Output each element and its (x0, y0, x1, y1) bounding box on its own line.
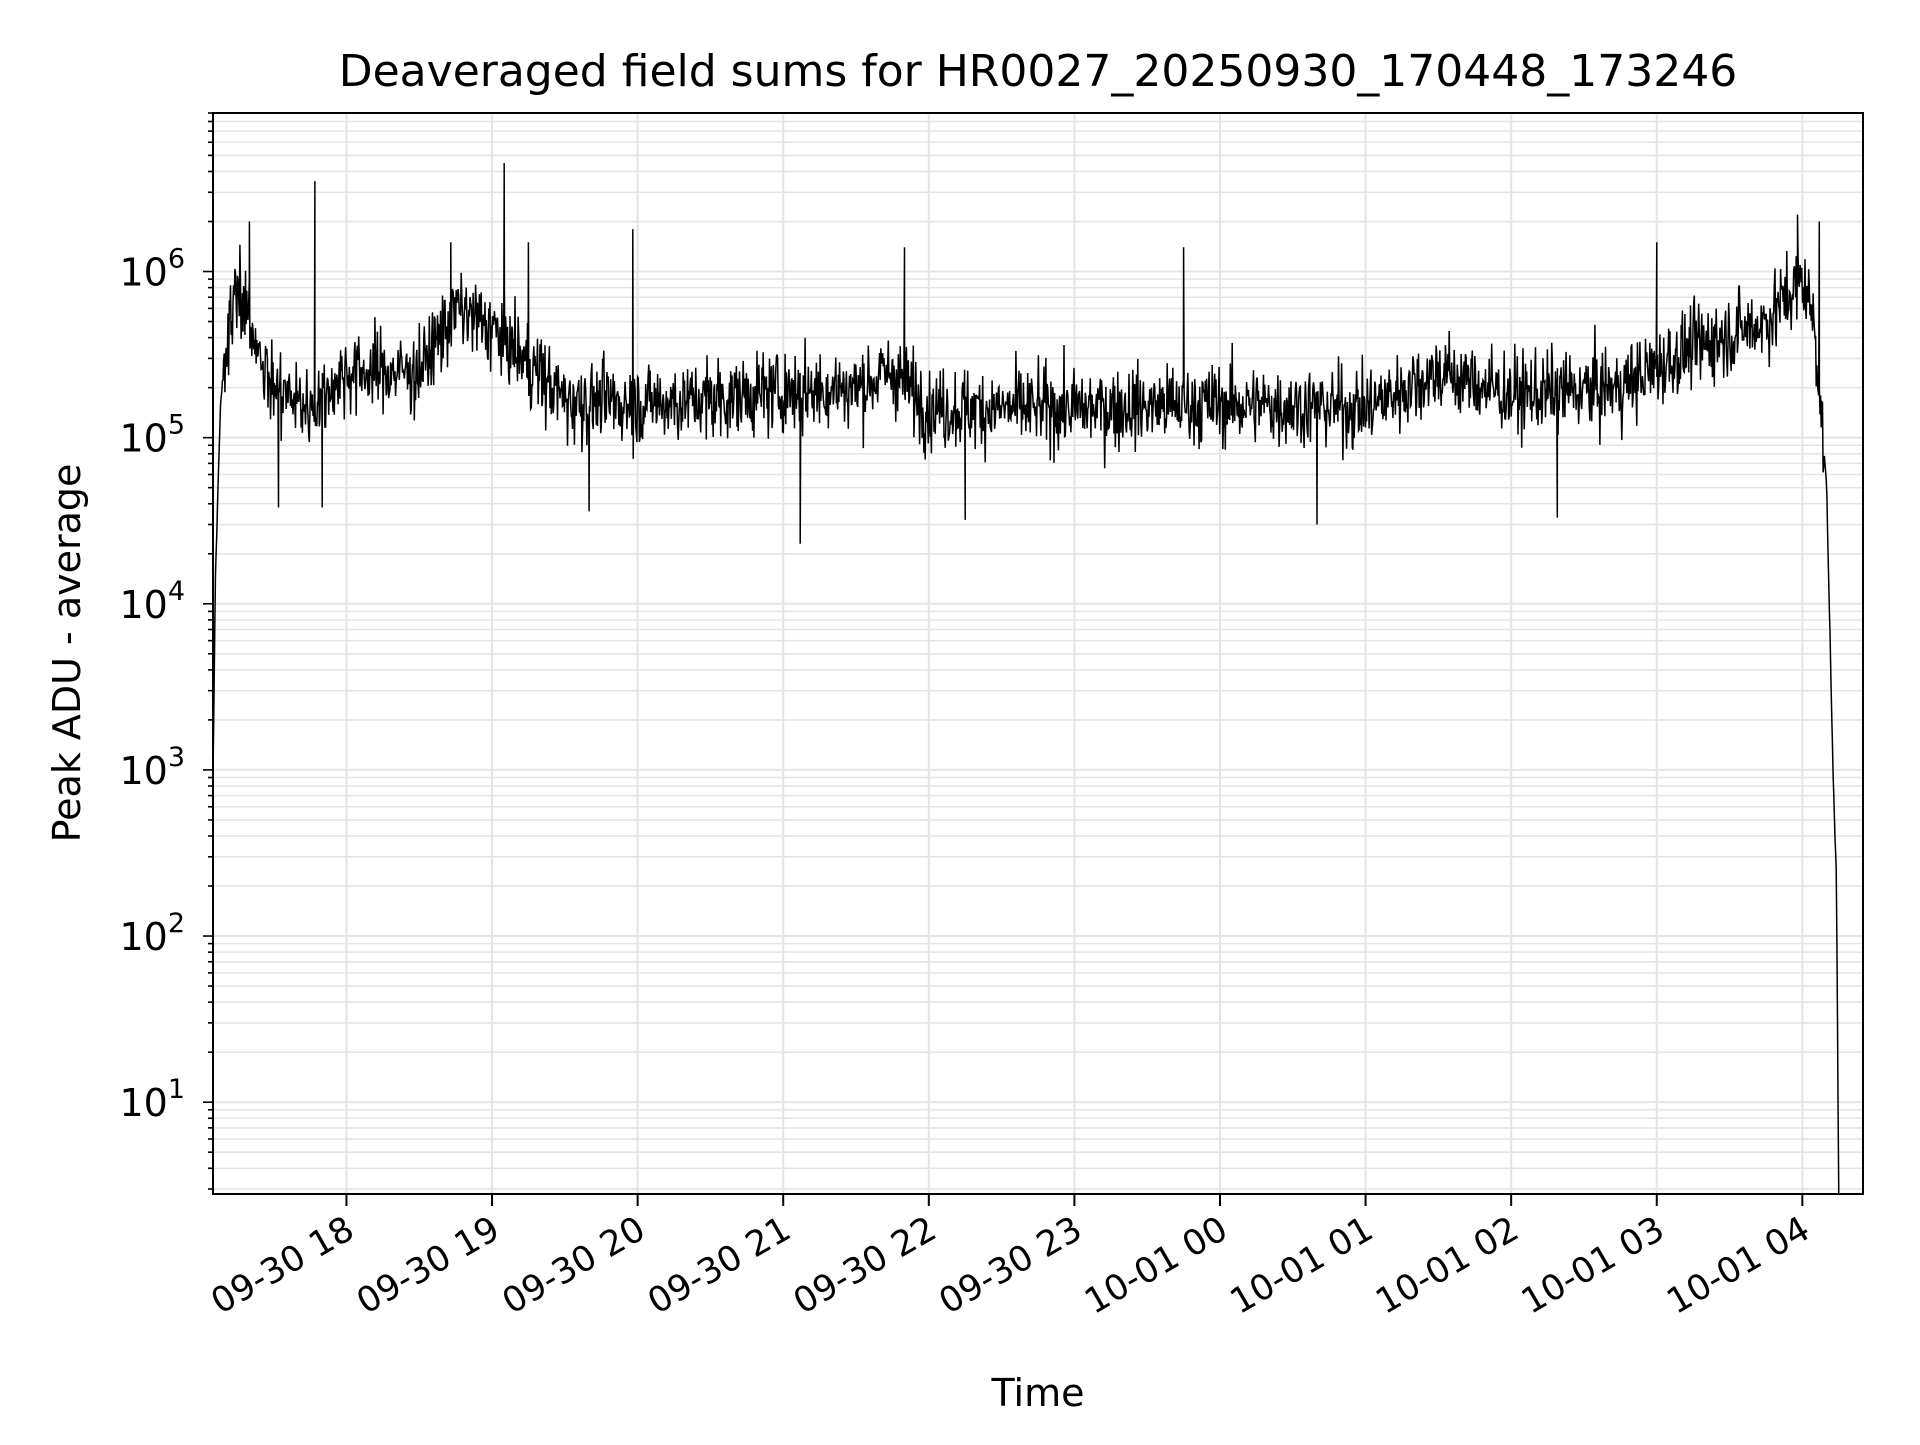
y-axis-label: Peak ADU - average (45, 464, 89, 843)
y-tick-label: 103 (119, 742, 185, 793)
chart-title: Deaveraged field sums for HR0027_2025093… (339, 46, 1738, 97)
y-tick-label: 101 (119, 1074, 185, 1125)
x-axis-label: Time (991, 1371, 1085, 1415)
grid-layer (213, 112, 1863, 1194)
series-layer (212, 162, 1840, 1194)
y-tick-label: 102 (119, 908, 185, 959)
y-tick-label: 106 (119, 244, 185, 295)
y-tick-label: 105 (119, 410, 185, 461)
y-tick-label: 104 (119, 576, 185, 627)
series-line (212, 162, 1840, 1194)
